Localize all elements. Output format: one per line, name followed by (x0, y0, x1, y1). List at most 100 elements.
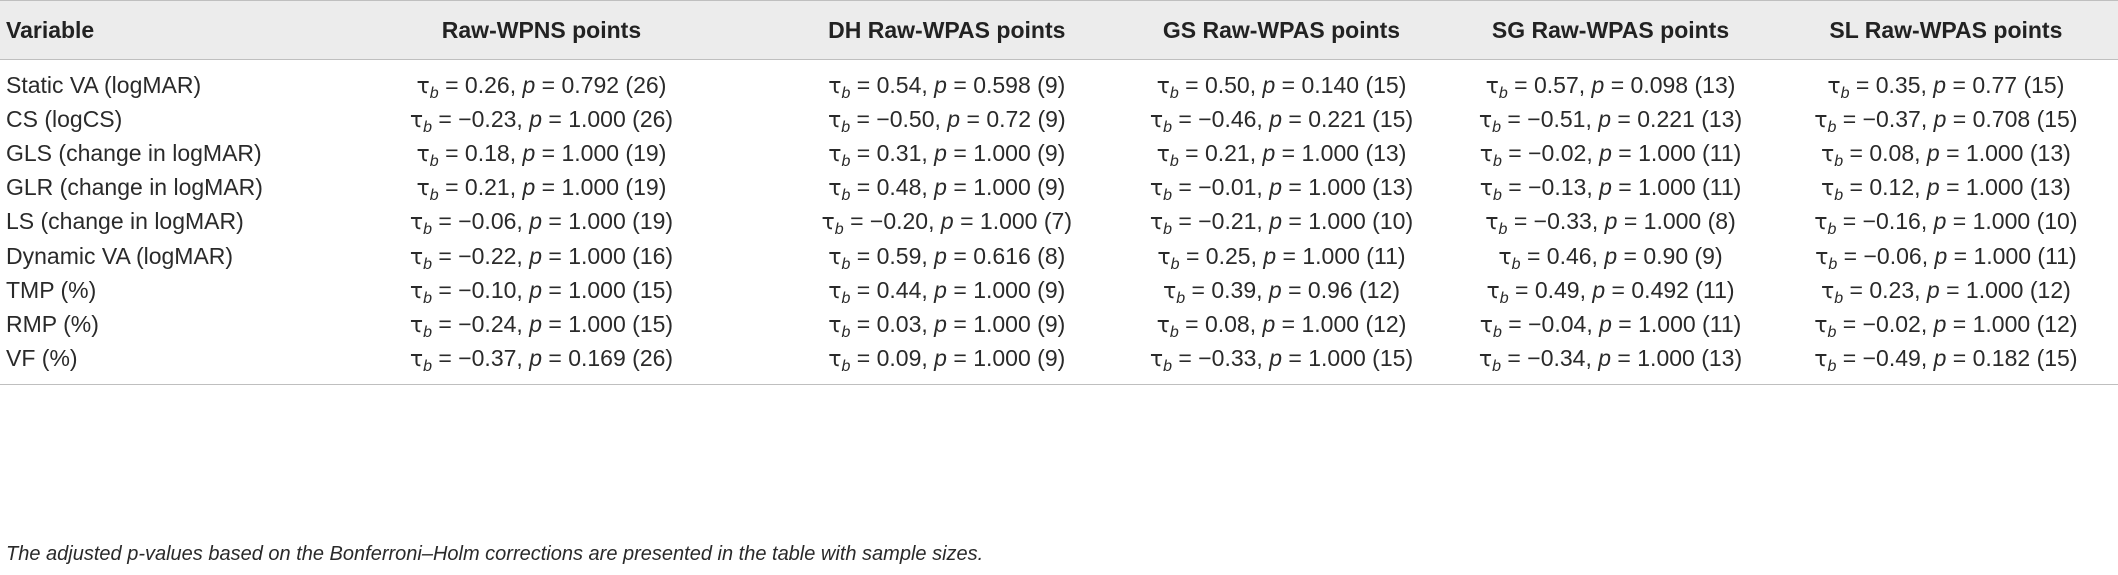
tau-value: −0.33 (1198, 345, 1257, 372)
p-value: 0.098 (1630, 71, 1689, 98)
statistic-cell: τb = −0.51, p = 0.221 (13) (1478, 105, 1743, 136)
variable-cell: RMP (%) (6, 310, 99, 337)
statistic-cell: τb = −0.37, p = 0.169 (26) (305, 341, 778, 385)
p-symbol: p (1599, 310, 1612, 337)
p-value: 1.000 (1972, 208, 2031, 235)
tau-value: 0.49 (1534, 276, 1580, 303)
p-value: 1.000 (1308, 345, 1366, 372)
p-value: 1.000 (561, 174, 620, 201)
p-value: 1.000 (1973, 242, 2032, 269)
sample-size: 9 (1044, 71, 1058, 98)
sample-size: 9 (1044, 139, 1058, 166)
sample-size: 11 (1703, 276, 1727, 303)
sample-size: 9 (1044, 310, 1058, 337)
statistic-cell: τb = −0.01, p = 1.000 (13) (1149, 174, 1414, 205)
p-symbol: p (1933, 208, 1947, 235)
sample-size: 12 (1366, 276, 1393, 303)
tau-value: 0.39 (1211, 276, 1257, 303)
p-symbol: p (934, 242, 947, 269)
statistic-cell: τb = 0.08, p = 1.000 (12) (1156, 310, 1407, 341)
tau-value: 0.23 (1869, 276, 1915, 303)
tau-subscript: b (1163, 221, 1172, 239)
tau-symbol: τ (1149, 347, 1164, 373)
tau-value: −0.46 (1198, 105, 1257, 132)
sample-size: 9 (1045, 105, 1058, 132)
p-symbol: p (934, 174, 947, 201)
tau-subscript: b (841, 358, 851, 376)
tau-value: −0.49 (1862, 345, 1921, 372)
statistic-cell: τb = 0.39, p = 0.96 (12) (1162, 276, 1400, 307)
tau-value: −0.37 (458, 345, 517, 372)
tau-value: −0.22 (458, 242, 517, 269)
statistic-cell: τb = 0.03, p = 1.000 (9) (828, 310, 1066, 341)
p-symbol: p (529, 208, 542, 235)
statistic-cell: τb = 0.44, p = 1.000 (9) (828, 276, 1066, 307)
tau-subscript: b (1828, 255, 1838, 273)
statistic-cell: τb = −0.04, p = 1.000 (11) (1479, 310, 1742, 341)
sample-size: 11 (1373, 242, 1398, 269)
p-symbol: p (1269, 174, 1282, 201)
p-symbol: p (934, 310, 947, 337)
tau-symbol: τ (409, 244, 424, 270)
statistic-cell: τb = 0.09, p = 1.000 (9) (777, 341, 1116, 385)
tau-symbol: τ (828, 347, 842, 373)
p-value: 0.90 (1643, 242, 1689, 269)
p-symbol: p (1933, 71, 1947, 98)
tau-value: 0.54 (876, 71, 922, 98)
p-symbol: p (529, 105, 542, 132)
sample-size: 15 (2044, 105, 2070, 132)
tau-subscript: b (423, 289, 432, 307)
tau-symbol: τ (828, 312, 842, 338)
sample-size: 12 (2044, 310, 2070, 337)
p-value: 0.792 (561, 71, 620, 98)
column-header-gs-raw-wpas: GS Raw-WPAS points (1115, 0, 1448, 60)
header-row: Variable Raw-WPNS points DH Raw-WPAS poi… (0, 0, 2118, 60)
p-symbol: p (1934, 242, 1948, 269)
p-symbol: p (1926, 174, 1940, 201)
sample-size: 11 (1709, 139, 1734, 166)
tau-subscript: b (429, 187, 439, 205)
tau-value: 0.18 (464, 139, 510, 166)
p-value: 1.000 (561, 139, 620, 166)
tau-value: −0.06 (1863, 242, 1922, 269)
tau-value: 0.08 (1869, 139, 1915, 166)
p-symbol: p (1268, 276, 1282, 303)
statistic-cell: τb = −0.33, p = 1.000 (15) (1115, 341, 1448, 385)
statistic-cell: τb = −0.02, p = 1.000 (12) (1814, 310, 2078, 341)
tau-symbol: τ (828, 244, 842, 270)
column-header-dh-raw-wpas: DH Raw-WPAS points (777, 0, 1116, 60)
statistic-cell: τb = 0.18, p = 1.000 (19) (416, 139, 667, 170)
sample-size: 9 (1044, 276, 1058, 303)
p-symbol: p (1269, 345, 1282, 372)
variable-cell: GLS (change in logMAR) (6, 139, 262, 166)
tau-subscript: b (1498, 84, 1508, 102)
p-value: 0.616 (973, 242, 1031, 269)
statistic-cell: τb = 0.48, p = 1.000 (9) (828, 174, 1066, 205)
sample-size: 9 (1702, 242, 1715, 269)
p-symbol: p (529, 242, 542, 269)
tau-subscript: b (1827, 118, 1837, 136)
sample-size: 13 (1708, 345, 1735, 372)
p-value: 0.221 (1308, 105, 1366, 132)
p-symbol: p (1926, 276, 1940, 303)
column-header-variable: Variable (0, 0, 306, 60)
tau-subscript: b (423, 118, 432, 136)
tau-value: 0.57 (1533, 71, 1579, 98)
p-symbol: p (934, 276, 947, 303)
p-value: 0.221 (1637, 105, 1695, 132)
statistic-cell: τb = 0.25, p = 1.000 (11) (1157, 242, 1406, 273)
sample-size: 26 (639, 345, 666, 372)
tau-value: 0.09 (876, 345, 922, 372)
table-row: VF (%) τb = −0.37, p = 0.169 (26) τb = 0.0… (0, 341, 2118, 385)
statistic-cell: τb = −0.49, p = 0.182 (15) (1773, 341, 2118, 385)
tau-symbol: τ (416, 141, 430, 167)
tau-symbol: τ (1814, 312, 1828, 338)
tau-symbol: τ (1156, 312, 1170, 338)
tau-symbol: τ (1478, 107, 1493, 133)
tau-symbol: τ (1485, 73, 1499, 99)
variable-cell: LS (change in logMAR) (6, 208, 244, 235)
p-symbol: p (1933, 345, 1947, 372)
tau-subscript: b (1499, 289, 1509, 307)
tau-symbol: τ (1149, 107, 1164, 133)
tau-symbol: τ (1820, 141, 1835, 167)
